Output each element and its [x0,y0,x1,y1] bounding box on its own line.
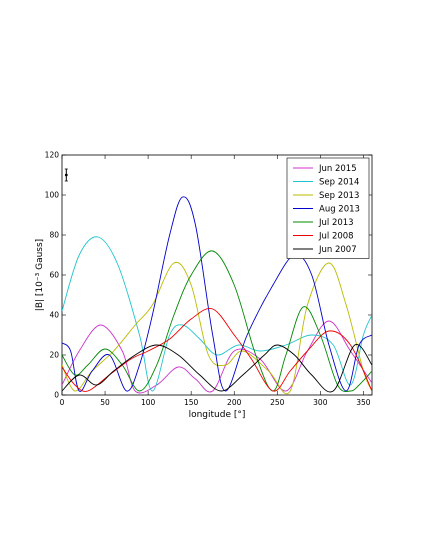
series-line-5 [62,308,372,392]
legend-entry-label: Jul 2008 [318,232,354,242]
legend-entry-label: Sep 2013 [319,191,359,201]
series-line-0 [62,320,372,394]
legend-entry-label: Jun 2007 [318,245,357,255]
y-tick-label: 80 [49,231,59,240]
series-line-2 [62,261,372,395]
series-line-6 [62,344,372,393]
legend: Jun 2015 Sep 2014 Sep 2013 Aug 2013 Jul 2013… [286,157,370,259]
x-tick-label: 100 [141,398,156,407]
legend-entry-label: Aug 2013 [319,205,360,215]
y-tick-label: 60 [49,271,59,280]
legend-entry-label: Jul 2013 [318,218,354,228]
legend-entry-label: Jun 2015 [318,164,357,174]
x-tick-label: 150 [184,398,199,407]
x-tick-label: 300 [313,398,328,407]
y-tick-label: 40 [49,311,59,320]
x-tick-label: 200 [227,398,242,407]
series-layer [62,196,372,395]
series-line-3 [62,196,372,392]
y-tick-label: 120 [45,151,60,160]
x-tick-label: 250 [270,398,285,407]
error-bar [64,168,68,182]
x-tick-label: 50 [100,398,110,407]
series-line-1 [62,236,372,392]
series-line-4 [62,250,372,393]
legend-entry-label: Sep 2014 [319,178,359,188]
y-tick-label: 0 [54,391,59,400]
ticks-layer: 0 50 100 150 200 250 300 350 0 20 40 60 80 100 120 [45,151,372,407]
y-axis-label: |B| [10⁻³ Gauss] [35,239,45,311]
x-tick-label: 350 [356,398,371,407]
x-axis-label: longitude [°] [189,410,246,420]
y-tick-label: 100 [45,191,60,200]
y-tick-label: 20 [49,351,59,360]
x-tick-label: 0 [60,398,65,407]
error-bar-point [64,173,68,177]
